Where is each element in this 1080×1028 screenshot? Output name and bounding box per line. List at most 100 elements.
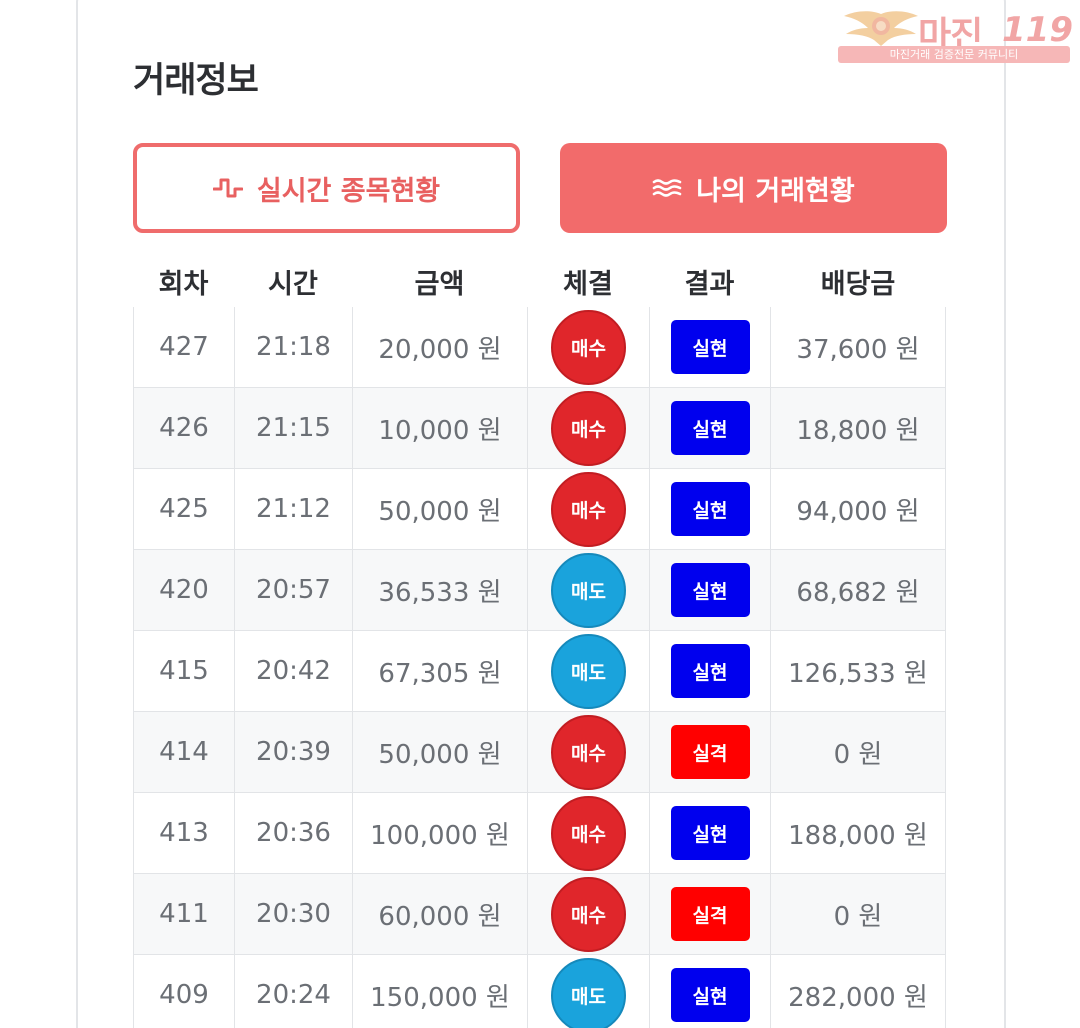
header-payout: 배당금	[820, 269, 896, 300]
section-title: 거래정보	[133, 61, 259, 101]
cell-time: 20:30	[234, 874, 352, 954]
result-badge: 실현	[670, 968, 750, 1022]
trade-badge: 매수	[551, 714, 626, 790]
cell-payout: 68,682 원	[770, 550, 946, 630]
cell-amount: 36,533 원	[352, 550, 527, 630]
cell-amount: 50,000 원	[352, 712, 527, 792]
header-time: 시간	[268, 269, 318, 300]
eagle-emblem-icon	[844, 11, 918, 46]
result-badge: 실현	[670, 482, 750, 536]
trade-badge: 매도	[551, 633, 626, 709]
cell-payout: 18,800 원	[770, 388, 946, 468]
result-badge: 실현	[670, 563, 750, 617]
header-amount: 금액	[414, 269, 465, 300]
watermark-tagline: 마진거래 검증전문 커뮤니티	[889, 48, 1019, 61]
cell-amount: 50,000 원	[352, 469, 527, 549]
cell-execution: 매도	[527, 955, 649, 1028]
trade-badge: 매수	[551, 795, 626, 871]
tab-realtime-status[interactable]: 실시간 종목현황	[133, 143, 520, 233]
cell-result: 실현	[649, 388, 770, 468]
table-row: 411 20:30 60,000 원 매수 실격 0 원	[133, 874, 946, 955]
cell-time: 21:18	[234, 307, 352, 387]
table-row: 427 21:18 20,000 원 매수 실현 37,600 원	[133, 307, 946, 388]
cell-round: 409	[133, 955, 234, 1028]
result-badge: 실현	[670, 320, 750, 374]
cell-execution: 매수	[527, 469, 649, 549]
cell-payout: 282,000 원	[770, 955, 946, 1028]
cell-result: 실격	[649, 712, 770, 792]
cell-payout: 37,600 원	[770, 307, 946, 387]
cell-payout: 0 원	[770, 874, 946, 954]
tab-realtime-label: 실시간 종목현황	[256, 175, 441, 207]
table-row: 409 20:24 150,000 원 매도 실현 282,000 원	[133, 955, 946, 1028]
trade-badge: 매수	[551, 471, 626, 547]
result-badge: 실현	[670, 401, 750, 455]
cell-round: 426	[133, 388, 234, 468]
table-row: 414 20:39 50,000 원 매수 실격 0 원	[133, 712, 946, 793]
result-badge: 실격	[670, 725, 750, 779]
cell-amount: 67,305 원	[352, 631, 527, 711]
cell-time: 20:42	[234, 631, 352, 711]
header-execution: 체결	[563, 269, 613, 300]
cell-result: 실현	[649, 469, 770, 549]
cell-amount: 100,000 원	[352, 793, 527, 873]
trade-table-header: 회차 시간 금액 체결 결과 배당금	[133, 262, 946, 308]
cell-result: 실현	[649, 550, 770, 630]
cell-time: 20:36	[234, 793, 352, 873]
cell-payout: 0 원	[770, 712, 946, 792]
table-row: 415 20:42 67,305 원 매도 실현 126,533 원	[133, 631, 946, 712]
header-round: 회차	[158, 269, 209, 300]
cell-amount: 150,000 원	[352, 955, 527, 1028]
cell-execution: 매수	[527, 874, 649, 954]
cell-round: 413	[133, 793, 234, 873]
cell-time: 20:39	[234, 712, 352, 792]
trade-badge: 매수	[551, 390, 626, 466]
cell-round: 414	[133, 712, 234, 792]
trade-badge: 매수	[551, 876, 626, 952]
watermark-logo: 마진 119 마진거래 검증전문 커뮤니티	[836, 6, 1073, 66]
cell-result: 실현	[649, 793, 770, 873]
cell-amount: 10,000 원	[352, 388, 527, 468]
cell-execution: 매도	[527, 550, 649, 630]
table-row: 425 21:12 50,000 원 매수 실현 94,000 원	[133, 469, 946, 550]
cell-payout: 188,000 원	[770, 793, 946, 873]
table-row: 413 20:36 100,000 원 매수 실현 188,000 원	[133, 793, 946, 874]
header-result: 결과	[684, 269, 735, 300]
pulse-icon	[212, 177, 244, 199]
cell-time: 21:12	[234, 469, 352, 549]
cell-round: 411	[133, 874, 234, 954]
result-badge: 실격	[670, 887, 750, 941]
cell-amount: 60,000 원	[352, 874, 527, 954]
cell-execution: 매수	[527, 793, 649, 873]
cell-execution: 매수	[527, 712, 649, 792]
trade-table-body: 427 21:18 20,000 원 매수 실현 37,600 원 426 21…	[133, 307, 946, 1028]
cell-payout: 126,533 원	[770, 631, 946, 711]
cell-time: 20:24	[234, 955, 352, 1028]
cell-result: 실격	[649, 874, 770, 954]
table-row: 426 21:15 10,000 원 매수 실현 18,800 원	[133, 388, 946, 469]
waves-icon	[652, 177, 682, 199]
result-badge: 실현	[670, 644, 750, 698]
result-badge: 실현	[670, 806, 750, 860]
cell-payout: 94,000 원	[770, 469, 946, 549]
trade-badge: 매수	[551, 309, 626, 385]
trade-badge: 매도	[551, 957, 626, 1028]
cell-result: 실현	[649, 955, 770, 1028]
watermark-number: 119	[1002, 10, 1073, 50]
cell-amount: 20,000 원	[352, 307, 527, 387]
cell-result: 실현	[649, 307, 770, 387]
cell-execution: 매수	[527, 307, 649, 387]
cell-execution: 매도	[527, 631, 649, 711]
tab-my-trades-label: 나의 거래현황	[696, 175, 855, 207]
cell-result: 실현	[649, 631, 770, 711]
cell-round: 420	[133, 550, 234, 630]
cell-execution: 매수	[527, 388, 649, 468]
trade-badge: 매도	[551, 552, 626, 628]
watermark-bar	[838, 46, 1070, 63]
cell-time: 20:57	[234, 550, 352, 630]
table-row: 420 20:57 36,533 원 매도 실현 68,682 원	[133, 550, 946, 631]
cell-round: 427	[133, 307, 234, 387]
cell-round: 415	[133, 631, 234, 711]
tab-my-trades[interactable]: 나의 거래현황	[560, 143, 947, 233]
